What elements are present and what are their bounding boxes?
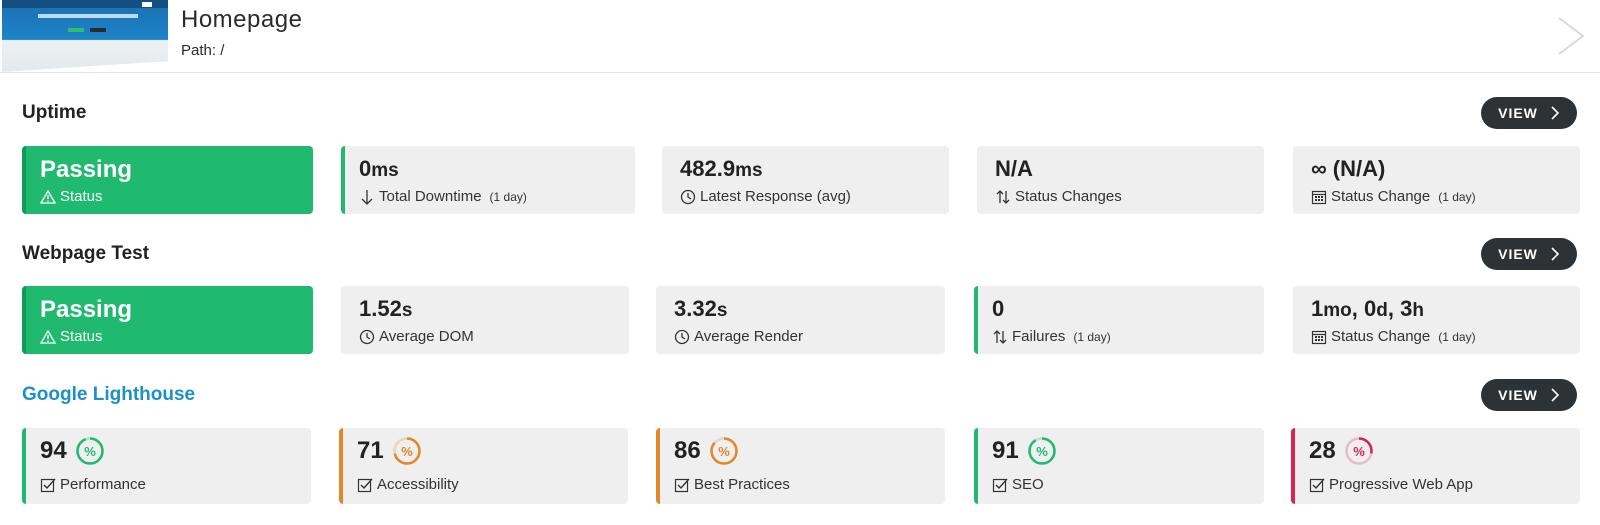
score-label-text: Best Practices — [694, 476, 790, 493]
latest-response-label: Latest Response (avg) — [680, 188, 851, 205]
webpage-test-view-button[interactable]: VIEW — [1481, 238, 1577, 270]
swap-arrows-icon — [993, 329, 1007, 344]
failures-value: 0 — [992, 296, 1005, 321]
clock-icon — [359, 329, 375, 344]
page-header: Homepage Path: / — [0, 0, 1600, 73]
lighthouse-score-value: 94% — [40, 436, 105, 466]
calendar-icon — [1311, 330, 1327, 344]
score-label-text: SEO — [1012, 476, 1044, 493]
lighthouse-view-button[interactable]: VIEW — [1481, 379, 1577, 411]
total-downtime-label: Total Downtime (1 day) — [359, 188, 527, 205]
chevron-right-icon — [1551, 247, 1560, 261]
lighthouse-accessibility-card[interactable]: 71% Accessibility — [339, 428, 628, 504]
webpage-status-change-value: 1mo, 0d, 3h — [1311, 296, 1424, 321]
average-dom-label: Average DOM — [359, 328, 474, 345]
section-title-google-lighthouse[interactable]: Google Lighthouse — [22, 384, 196, 405]
arrow-down-icon — [361, 189, 373, 205]
chevron-right-icon — [1551, 106, 1560, 120]
average-render-label: Average Render — [674, 328, 803, 345]
average-dom-card[interactable]: 1.52s Average DOM — [341, 286, 629, 354]
lighthouse-score-label: Performance — [40, 476, 146, 493]
clock-icon — [674, 329, 690, 344]
uptime-status-change-label: Status Change (1 day) — [1311, 188, 1476, 205]
score-number: 86 — [674, 437, 701, 464]
score-label-text: Accessibility — [377, 476, 459, 493]
score-label-text: Progressive Web App — [1329, 476, 1473, 493]
lighthouse-seo-card[interactable]: 91% SEO — [974, 428, 1264, 504]
lighthouse-score-label: Best Practices — [674, 476, 790, 493]
average-render-value: 3.32s — [674, 296, 728, 321]
page-title: Homepage — [181, 6, 303, 33]
page-thumbnail[interactable] — [2, 0, 168, 72]
lighthouse-score-label: Accessibility — [357, 476, 459, 493]
total-downtime-card[interactable]: 0ms Total Downtime (1 day) — [341, 146, 635, 214]
status-changes-value: N/A — [995, 156, 1033, 181]
lighthouse-performance-card[interactable]: 94% Performance — [22, 428, 311, 504]
status-value: Passing — [40, 156, 133, 183]
uptime-status-change-value: ∞ (N/A) — [1311, 156, 1386, 181]
checkbox-icon — [1309, 478, 1325, 492]
lighthouse-best-practices-card[interactable]: 86% Best Practices — [656, 428, 945, 504]
average-render-card[interactable]: 3.32s Average Render — [656, 286, 945, 354]
svg-text:%: % — [84, 444, 96, 459]
percent-ring-icon: % — [1344, 437, 1373, 465]
uptime-view-button[interactable]: VIEW — [1481, 97, 1577, 129]
status-changes-label: Status Changes — [995, 188, 1122, 205]
view-button-label: VIEW — [1498, 105, 1538, 121]
uptime-status-card[interactable]: Passing Status — [22, 146, 313, 214]
score-number: 94 — [40, 437, 67, 464]
swap-arrows-icon — [996, 189, 1010, 204]
page-path: Path: / — [181, 42, 225, 59]
section-title-uptime: Uptime — [22, 102, 87, 123]
score-label-text: Performance — [60, 476, 146, 493]
percent-ring-icon: % — [709, 437, 738, 465]
svg-text:%: % — [718, 444, 730, 459]
failures-card[interactable]: 0 Failures (1 day) — [974, 286, 1264, 354]
chevron-right-icon[interactable] — [1555, 14, 1587, 58]
uptime-status-change-card[interactable]: ∞ (N/A) Status Change (1 day) — [1293, 146, 1580, 214]
calendar-icon — [1311, 190, 1327, 204]
status-changes-card[interactable]: N/A Status Changes — [977, 146, 1264, 214]
webpage-status-change-card[interactable]: 1mo, 0d, 3h Status Change (1 day) — [1293, 286, 1580, 354]
checkbox-icon — [40, 478, 56, 492]
lighthouse-score-label: SEO — [992, 476, 1044, 493]
checkbox-icon — [992, 478, 1008, 492]
score-number: 91 — [992, 437, 1019, 464]
lighthouse-score-value: 28% — [1309, 436, 1374, 466]
checkbox-icon — [357, 478, 373, 492]
view-button-label: VIEW — [1498, 387, 1538, 403]
svg-text:%: % — [1353, 444, 1365, 459]
checkbox-icon — [674, 478, 690, 492]
section-title-webpage-test: Webpage Test — [22, 243, 150, 264]
clock-icon — [680, 189, 696, 204]
latest-response-card[interactable]: 482.9ms Latest Response (avg) — [662, 146, 949, 214]
svg-text:%: % — [401, 444, 413, 459]
lighthouse-score-label: Progressive Web App — [1309, 476, 1473, 493]
status-label-text: Status — [60, 188, 103, 205]
status-label: Status — [40, 328, 103, 345]
percent-ring-icon: % — [1027, 437, 1056, 465]
warning-icon — [40, 189, 56, 204]
latest-response-value: 482.9ms — [680, 156, 763, 181]
chevron-right-icon — [1551, 388, 1560, 402]
view-button-label: VIEW — [1498, 246, 1538, 262]
lighthouse-score-value: 71% — [357, 436, 422, 466]
status-value: Passing — [40, 296, 133, 323]
score-number: 71 — [357, 437, 384, 464]
webpage-status-change-label: Status Change (1 day) — [1311, 328, 1476, 345]
percent-ring-icon: % — [75, 437, 104, 465]
status-label: Status — [40, 188, 103, 205]
status-label-text: Status — [60, 328, 103, 345]
warning-icon — [40, 329, 56, 344]
total-downtime-value: 0ms — [359, 156, 399, 181]
percent-ring-icon: % — [392, 437, 421, 465]
webpage-status-card[interactable]: Passing Status — [22, 286, 313, 354]
svg-text:%: % — [1036, 444, 1048, 459]
lighthouse-score-value: 91% — [992, 436, 1057, 466]
failures-label: Failures (1 day) — [992, 328, 1111, 345]
lighthouse-score-value: 86% — [674, 436, 739, 466]
average-dom-value: 1.52s — [359, 296, 413, 321]
score-number: 28 — [1309, 437, 1336, 464]
lighthouse-progressive-web-app-card[interactable]: 28% Progressive Web App — [1291, 428, 1580, 504]
